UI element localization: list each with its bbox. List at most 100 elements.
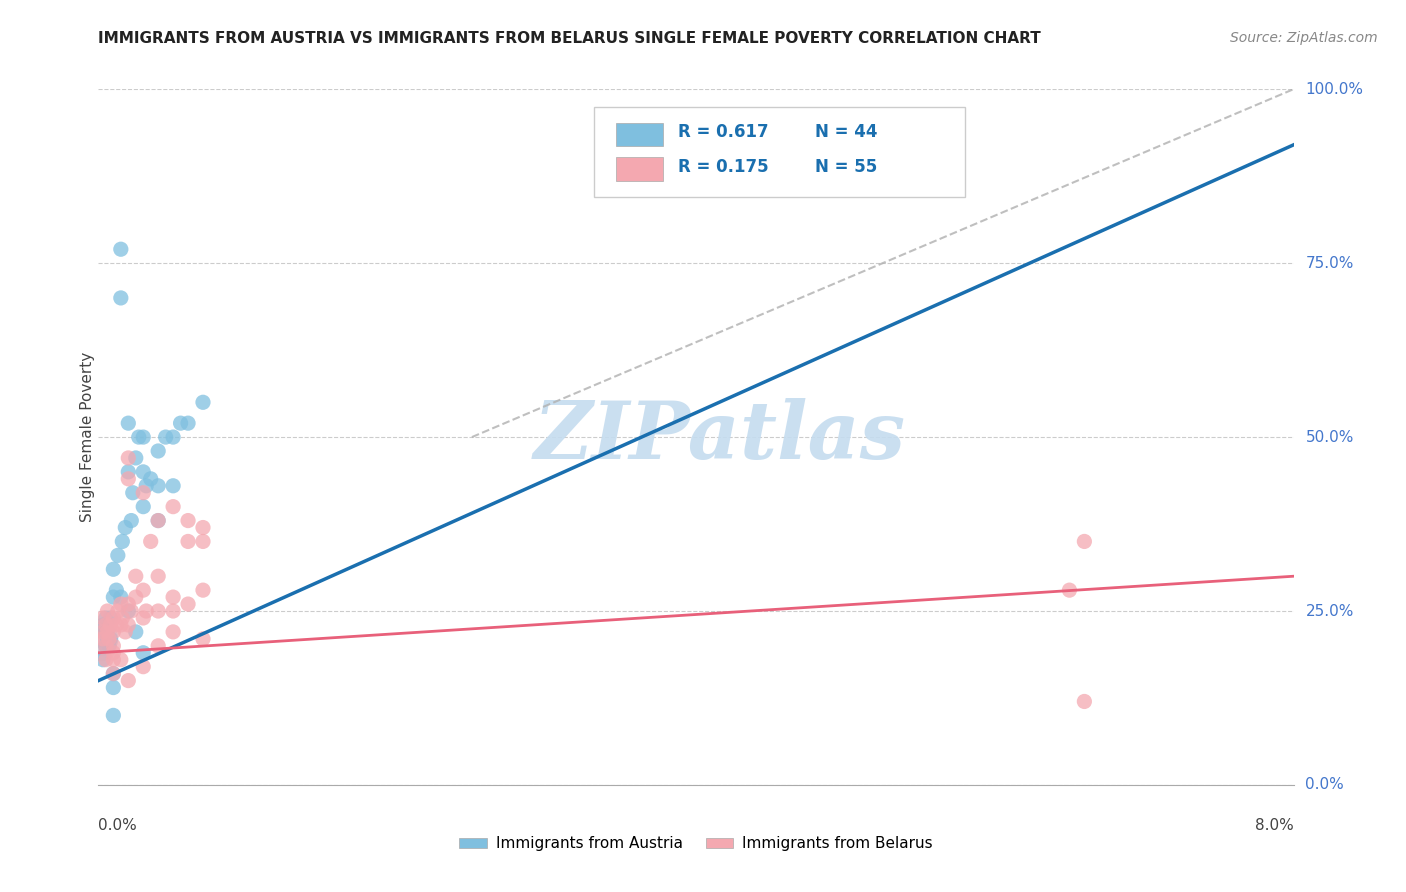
FancyBboxPatch shape (595, 106, 965, 197)
Point (110, 291, 132, 305)
Point (97, 632, 120, 646)
Point (169, 416, 191, 430)
Point (117, 604, 139, 618)
Point (132, 485, 155, 500)
Point (94, 639, 117, 653)
Point (139, 472, 162, 486)
Point (103, 562, 125, 576)
Point (1073, 534, 1095, 549)
Point (103, 708, 125, 723)
Point (98, 611, 122, 625)
Point (91, 632, 114, 646)
Y-axis label: Single Female Poverty: Single Female Poverty (80, 352, 94, 522)
Point (96, 632, 118, 646)
Point (110, 242, 132, 256)
Point (120, 514, 142, 528)
Point (105, 618, 128, 632)
FancyBboxPatch shape (616, 157, 662, 181)
Point (114, 624, 136, 639)
Text: R = 0.617: R = 0.617 (678, 123, 769, 141)
Legend: Immigrants from Austria, Immigrants from Belarus: Immigrants from Austria, Immigrants from… (453, 830, 939, 857)
Text: ZIPatlas: ZIPatlas (534, 399, 905, 475)
Point (132, 465, 155, 479)
Point (103, 611, 125, 625)
Point (110, 653, 132, 667)
Point (107, 549, 129, 563)
Point (105, 583, 128, 598)
Point (191, 534, 214, 549)
Point (103, 639, 125, 653)
Point (132, 583, 155, 598)
Point (128, 430, 150, 444)
Point (94, 639, 117, 653)
Text: 75.0%: 75.0% (1305, 256, 1354, 270)
Point (103, 653, 125, 667)
Point (162, 430, 184, 444)
Point (90, 632, 112, 646)
Point (98, 632, 122, 646)
Text: 0.0%: 0.0% (1305, 778, 1344, 792)
Point (125, 569, 148, 583)
Point (148, 479, 170, 493)
Text: R = 0.175: R = 0.175 (678, 158, 769, 176)
Point (177, 597, 200, 611)
Point (191, 583, 214, 598)
Text: 100.0%: 100.0% (1305, 82, 1364, 96)
Point (94, 653, 117, 667)
Point (148, 514, 170, 528)
Point (162, 479, 184, 493)
Point (103, 666, 125, 681)
Point (125, 624, 148, 639)
Point (132, 430, 155, 444)
Point (132, 659, 155, 673)
Point (114, 520, 136, 534)
Point (135, 479, 157, 493)
Point (111, 611, 134, 625)
Point (135, 604, 157, 618)
Point (103, 624, 125, 639)
Point (125, 450, 148, 465)
Point (96, 624, 118, 639)
Point (90, 639, 112, 653)
Point (120, 604, 142, 618)
Point (111, 534, 134, 549)
Point (148, 514, 170, 528)
Point (91, 611, 114, 625)
Point (94, 624, 117, 639)
Text: N = 55: N = 55 (815, 158, 877, 176)
Text: 0.0%: 0.0% (98, 818, 138, 832)
Point (1059, 583, 1081, 598)
Text: 50.0%: 50.0% (1305, 430, 1354, 444)
Point (117, 618, 139, 632)
Point (117, 450, 139, 465)
Point (1073, 694, 1095, 708)
Point (125, 590, 148, 604)
Point (177, 514, 200, 528)
Point (110, 590, 132, 604)
Point (132, 611, 155, 625)
Point (191, 520, 214, 534)
Point (191, 395, 214, 409)
Point (162, 590, 184, 604)
Point (97, 639, 120, 653)
Point (117, 416, 139, 430)
Point (94, 618, 117, 632)
Text: IMMIGRANTS FROM AUSTRIA VS IMMIGRANTS FROM BELARUS SINGLE FEMALE POVERTY CORRELA: IMMIGRANTS FROM AUSTRIA VS IMMIGRANTS FR… (98, 31, 1042, 46)
Point (162, 604, 184, 618)
Point (91, 618, 114, 632)
Point (177, 534, 200, 549)
Point (177, 416, 200, 430)
Point (117, 673, 139, 688)
FancyBboxPatch shape (616, 122, 662, 146)
Point (103, 681, 125, 695)
Point (91, 624, 114, 639)
Point (148, 604, 170, 618)
Point (110, 597, 132, 611)
Text: N = 44: N = 44 (815, 123, 877, 141)
Point (98, 618, 122, 632)
Point (94, 611, 117, 625)
Point (103, 666, 125, 681)
Point (117, 472, 139, 486)
Text: 8.0%: 8.0% (1254, 818, 1294, 832)
Point (96, 604, 118, 618)
